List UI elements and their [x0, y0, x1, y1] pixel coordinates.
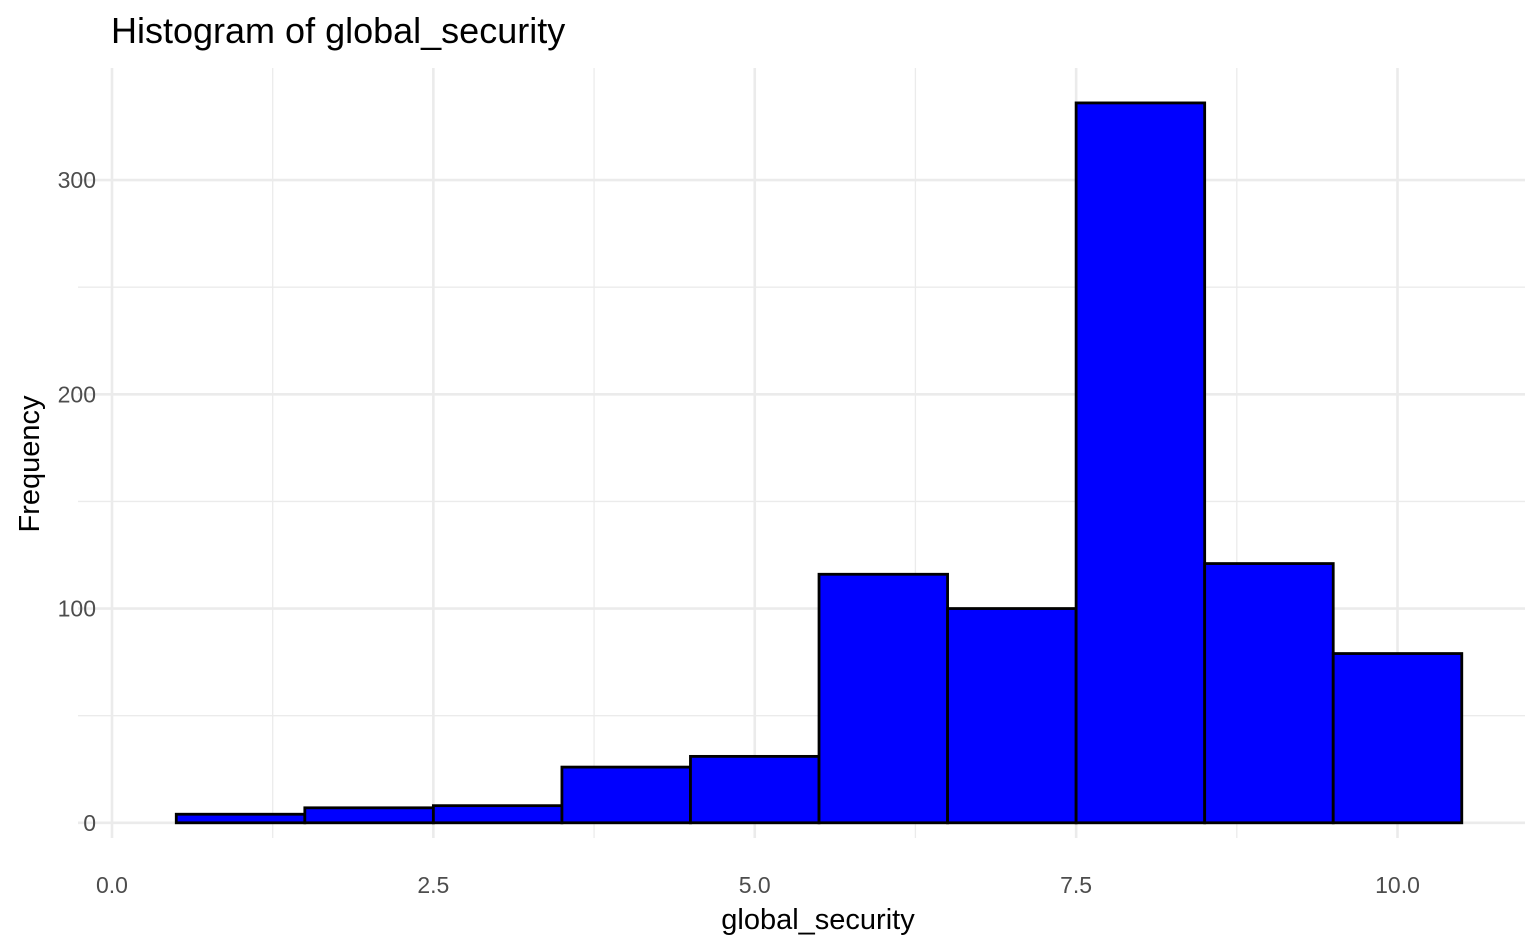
histogram-bar: [303, 806, 435, 825]
x-tick-label: 5.0: [739, 872, 771, 898]
x-tick-label: 0.0: [96, 872, 128, 898]
y-tick-label: 0: [83, 810, 96, 836]
histogram-bar: [431, 804, 564, 825]
y-tick-label: 300: [58, 167, 96, 193]
histogram-bar: [1074, 101, 1207, 825]
y-tick-label: 200: [58, 381, 96, 407]
x-tick-label: 2.5: [417, 872, 449, 898]
histogram-bar: [174, 812, 307, 825]
histogram-bar: [1331, 652, 1464, 825]
x-axis-tick-labels: 0.0 2.5 5.0 7.5 10.0: [96, 872, 1420, 898]
x-axis-title: global_security: [721, 904, 915, 936]
y-tick-label: 100: [58, 596, 96, 622]
histogram-bar: [946, 607, 1078, 825]
y-axis-title: Frequency: [14, 395, 46, 533]
x-tick-label: 7.5: [1060, 872, 1092, 898]
x-tick-label: 10.0: [1375, 872, 1420, 898]
histogram-bars: [174, 101, 1464, 825]
histogram-bar: [689, 754, 821, 825]
histogram-bar: [560, 765, 692, 825]
chart-title: Histogram of global_security: [111, 10, 565, 51]
histogram-bar: [1203, 562, 1335, 825]
histogram-bar: [817, 572, 949, 825]
y-axis-tick-labels: 0 100 200 300: [58, 167, 96, 836]
